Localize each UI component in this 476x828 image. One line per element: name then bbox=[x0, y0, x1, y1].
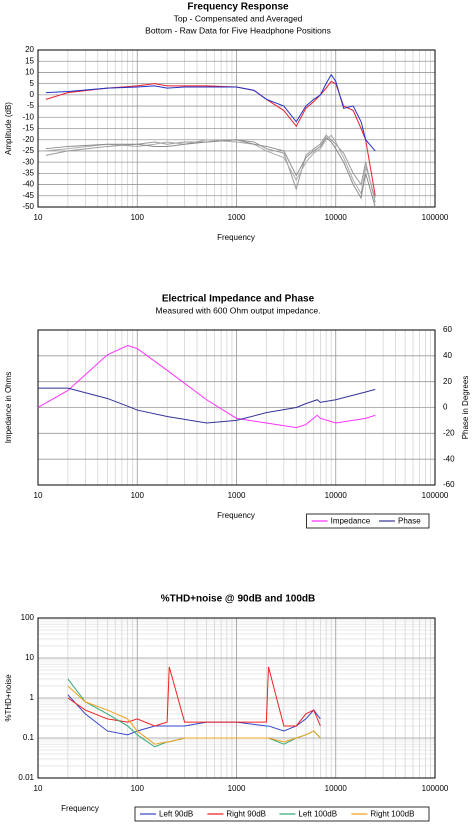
x-axis-label: Frequency bbox=[217, 233, 255, 242]
x-tick-label: 100000 bbox=[422, 491, 449, 500]
chart-subtitle: Top - Compensated and Averaged bbox=[174, 13, 303, 23]
chart-title: %THD+noise @ 90dB and 100dB bbox=[161, 594, 316, 605]
legend-box bbox=[306, 513, 430, 529]
x-tick-label: 10 bbox=[34, 491, 43, 500]
y-tick-label: -35 bbox=[22, 168, 34, 177]
legend-label: Right 90dB bbox=[226, 810, 266, 819]
y-tick-label: 0.01 bbox=[18, 773, 34, 782]
x-tick-label: 10 bbox=[34, 213, 43, 222]
series-line bbox=[45, 134, 376, 203]
y2-axis-label: Phase in Degrees bbox=[461, 376, 470, 440]
legend-label: Phase bbox=[398, 517, 421, 526]
y-tick-label: 5 bbox=[30, 79, 35, 88]
series-line bbox=[45, 80, 376, 196]
y-tick-label: 10 bbox=[25, 68, 34, 77]
y2-tick-label: -40 bbox=[443, 454, 455, 463]
x-tick-label: 10000 bbox=[325, 213, 348, 222]
y-tick-label: 100 bbox=[21, 613, 35, 622]
y-tick-label: -15 bbox=[22, 124, 34, 133]
y2-tick-label: -60 bbox=[443, 480, 455, 489]
legend-label: Right 100dB bbox=[370, 810, 414, 819]
y2-tick-label: 0 bbox=[443, 403, 448, 412]
y-tick-label: -5 bbox=[27, 101, 35, 110]
chart-subtitle: Bottom - Raw Data for Five Headphone Pos… bbox=[145, 25, 331, 35]
y-tick-label: 20 bbox=[25, 45, 34, 54]
series-line bbox=[67, 685, 321, 745]
chart-subtitle: Measured with 600 Ohm output impedance. bbox=[156, 305, 321, 315]
plot-frame bbox=[37, 49, 436, 208]
x-tick-label: 1000 bbox=[228, 213, 246, 222]
y2-tick-label: -20 bbox=[443, 428, 455, 437]
chart-title: Frequency Response bbox=[187, 2, 289, 13]
y-axis-label: Amplitude (dB) bbox=[4, 102, 13, 155]
y-axis-label: Impedance in Ohms bbox=[4, 372, 13, 444]
x-tick-label: 100000 bbox=[422, 784, 449, 793]
y-tick-label: 10 bbox=[25, 653, 34, 662]
y-tick-label: -50 bbox=[22, 202, 34, 211]
series-line bbox=[67, 694, 321, 736]
y-axis-label: %THD+noise bbox=[4, 674, 13, 722]
x-tick-label: 100 bbox=[131, 213, 145, 222]
y-tick-label: -30 bbox=[22, 157, 34, 166]
x-tick-label: 100 bbox=[131, 784, 145, 793]
y-tick-label: -25 bbox=[22, 146, 34, 155]
series-line bbox=[45, 73, 376, 152]
y-tick-label: 0 bbox=[30, 90, 35, 99]
x-axis-label: Frequency bbox=[217, 511, 255, 520]
series-line bbox=[45, 134, 376, 199]
y-tick-label: -45 bbox=[22, 191, 34, 200]
y-tick-label: 1 bbox=[30, 693, 35, 702]
x-tick-label: 10 bbox=[34, 784, 43, 793]
x-axis-label: Frequency bbox=[61, 804, 99, 813]
y2-tick-label: 20 bbox=[443, 377, 452, 386]
x-tick-label: 10000 bbox=[325, 784, 348, 793]
series-line bbox=[45, 136, 376, 207]
y-tick-label: 15 bbox=[25, 56, 34, 65]
chart-title: Electrical Impedance and Phase bbox=[162, 294, 315, 305]
y-tick-label: 0.1 bbox=[23, 733, 35, 742]
y2-tick-label: 60 bbox=[443, 325, 452, 334]
legend-label: Impedance bbox=[331, 517, 371, 526]
y-tick-label: -40 bbox=[22, 180, 34, 189]
y-tick-label: -10 bbox=[22, 112, 34, 121]
x-tick-label: 100000 bbox=[422, 213, 449, 222]
y2-tick-label: 40 bbox=[443, 351, 452, 360]
x-tick-label: 10000 bbox=[325, 491, 348, 500]
x-tick-label: 100 bbox=[131, 491, 145, 500]
series-line bbox=[38, 344, 376, 429]
series-line bbox=[67, 666, 321, 727]
legend-label: Left 100dB bbox=[298, 810, 337, 819]
series-line bbox=[38, 387, 376, 424]
plot-frame bbox=[37, 617, 436, 779]
y-tick-label: -20 bbox=[22, 135, 34, 144]
x-tick-label: 1000 bbox=[228, 491, 246, 500]
legend-label: Left 90dB bbox=[159, 810, 193, 819]
x-tick-label: 1000 bbox=[228, 784, 246, 793]
